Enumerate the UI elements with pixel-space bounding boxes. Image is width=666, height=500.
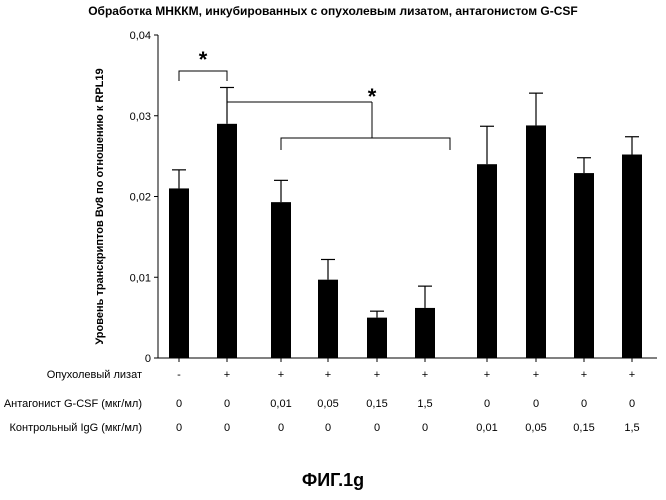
condition-cell: + bbox=[410, 369, 440, 381]
bar bbox=[477, 164, 497, 358]
condition-cell: - bbox=[164, 369, 194, 381]
significance-bracket bbox=[281, 138, 450, 150]
condition-cell: 0 bbox=[410, 422, 440, 434]
significance-bracket bbox=[227, 102, 372, 112]
condition-cell: + bbox=[521, 369, 551, 381]
condition-cell: 0 bbox=[164, 398, 194, 410]
bar bbox=[169, 188, 189, 358]
condition-cell: + bbox=[362, 369, 392, 381]
bar bbox=[271, 202, 291, 358]
bar bbox=[622, 155, 642, 358]
figure-caption: ФИГ.1g bbox=[0, 470, 666, 491]
bar bbox=[415, 308, 435, 358]
y-tick-label: 0,01 bbox=[130, 272, 151, 284]
bar bbox=[526, 125, 546, 358]
condition-cell: + bbox=[212, 369, 242, 381]
condition-cell: 0 bbox=[212, 398, 242, 410]
bar bbox=[318, 280, 338, 358]
condition-row-label: Контрольный IgG (мкг/мл) bbox=[10, 422, 143, 434]
condition-cell: 0 bbox=[521, 398, 551, 410]
condition-cell: 0,15 bbox=[569, 422, 599, 434]
condition-cell: 0,01 bbox=[472, 422, 502, 434]
bar bbox=[217, 124, 237, 358]
condition-cell: 0 bbox=[617, 398, 647, 410]
condition-cell: 0 bbox=[569, 398, 599, 410]
condition-cell: 1,5 bbox=[617, 422, 647, 434]
condition-cell: 0 bbox=[212, 422, 242, 434]
condition-cell: + bbox=[617, 369, 647, 381]
condition-cell: 0 bbox=[266, 422, 296, 434]
significance-star: * bbox=[368, 84, 377, 109]
bar bbox=[367, 318, 387, 358]
condition-cell: 1,5 bbox=[410, 398, 440, 410]
condition-cell: 0 bbox=[313, 422, 343, 434]
condition-cell: + bbox=[266, 369, 296, 381]
bar bbox=[574, 173, 594, 358]
y-axis-label: Уровень транскриптов Bv8 по отношению к … bbox=[94, 68, 106, 344]
condition-cell: 0,05 bbox=[313, 398, 343, 410]
y-tick-label: 0,03 bbox=[130, 111, 151, 123]
y-tick-label: 0 bbox=[145, 353, 151, 365]
condition-cell: 0,05 bbox=[521, 422, 551, 434]
y-tick-label: 0,02 bbox=[130, 192, 151, 204]
condition-cell: + bbox=[472, 369, 502, 381]
y-tick-label: 0,04 bbox=[130, 30, 151, 42]
significance-bracket bbox=[179, 71, 227, 81]
condition-cell: 0 bbox=[164, 422, 194, 434]
significance-star: * bbox=[199, 47, 208, 72]
condition-cell: 0 bbox=[472, 398, 502, 410]
condition-cell: + bbox=[313, 369, 343, 381]
condition-cell: 0,01 bbox=[266, 398, 296, 410]
condition-cell: 0,15 bbox=[362, 398, 392, 410]
condition-cell: + bbox=[569, 369, 599, 381]
condition-row-label: Антагонист G-CSF (мкг/мл) bbox=[4, 398, 142, 410]
condition-row-label: Опухолевый лизат bbox=[47, 369, 142, 381]
condition-cell: 0 bbox=[362, 422, 392, 434]
